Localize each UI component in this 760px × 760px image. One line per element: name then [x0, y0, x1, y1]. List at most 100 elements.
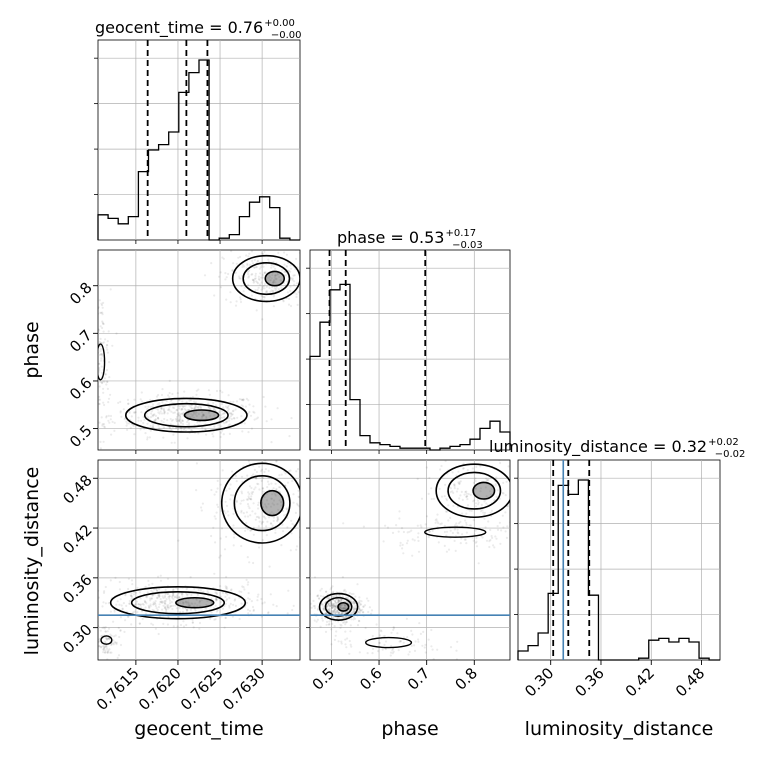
- sample-point: [225, 489, 228, 492]
- sample-point: [341, 576, 344, 579]
- sample-point: [467, 492, 470, 496]
- sample-point: [130, 597, 133, 601]
- sample-point: [408, 530, 411, 533]
- sample-point: [113, 635, 116, 638]
- sample-point: [445, 530, 449, 533]
- sample-point: [163, 596, 167, 599]
- sample-point: [248, 485, 252, 488]
- sample-point: [133, 398, 136, 401]
- sample-point: [323, 612, 326, 615]
- sample-point: [98, 640, 100, 644]
- sample-point: [154, 418, 157, 421]
- sample-point: [281, 530, 285, 533]
- sample-point: [264, 291, 268, 294]
- sample-point: [257, 503, 260, 507]
- sample-point: [253, 280, 256, 283]
- sample-point: [149, 429, 152, 432]
- sample-point: [89, 374, 91, 376]
- sample-point: [328, 620, 331, 623]
- sample-point: [165, 598, 168, 601]
- sample-point: [455, 658, 458, 660]
- sample-point: [100, 353, 104, 356]
- sample-point: [257, 275, 260, 278]
- sample-point: [276, 516, 279, 519]
- sample-point: [337, 611, 340, 614]
- sample-point: [242, 511, 245, 515]
- sample-point: [210, 262, 213, 265]
- sample-point: [458, 482, 461, 485]
- sample-point: [112, 639, 115, 642]
- sample-point: [248, 561, 251, 564]
- sample-point: [272, 265, 275, 268]
- sample-point: [185, 414, 188, 417]
- sample-point: [105, 383, 108, 386]
- sample-point: [214, 618, 217, 621]
- sample-point: [352, 610, 355, 613]
- sample-point: [354, 595, 357, 598]
- sample-point: [358, 611, 361, 614]
- sample-point: [188, 427, 191, 430]
- sample-point: [268, 275, 272, 278]
- sample-point: [177, 412, 180, 415]
- sample-point: [317, 594, 320, 597]
- sample-point: [405, 617, 408, 620]
- sample-point: [384, 640, 388, 643]
- sample-point: [439, 523, 442, 526]
- sample-point: [77, 404, 79, 406]
- sample-point: [339, 599, 343, 602]
- sample-point: [220, 527, 224, 530]
- sample-point: [399, 544, 402, 547]
- sample-point: [270, 264, 273, 267]
- sample-point: [224, 602, 227, 605]
- sample-point: [99, 325, 102, 328]
- sample-point: [283, 263, 286, 266]
- sample-point: [401, 543, 404, 547]
- sample-point: [336, 609, 339, 612]
- sample-point: [223, 510, 226, 513]
- sample-point: [353, 608, 356, 611]
- sample-point: [327, 512, 329, 514]
- sample-point: [106, 380, 109, 383]
- sample-point: [181, 420, 184, 423]
- sample-point: [287, 589, 290, 592]
- sample-point: [225, 298, 228, 301]
- sample-point: [189, 608, 192, 612]
- sample-point: [88, 358, 90, 360]
- sample-point: [312, 605, 315, 608]
- sample-point: [305, 508, 307, 510]
- sample-point: [349, 612, 353, 615]
- sample-point: [274, 267, 277, 270]
- sample-point: [240, 511, 243, 514]
- sample-point: [353, 600, 356, 603]
- sample-point: [181, 593, 184, 596]
- sample-point: [469, 524, 472, 527]
- sample-point: [113, 429, 116, 432]
- sample-point: [282, 300, 285, 303]
- sample-point: [95, 403, 97, 405]
- sample-point: [103, 380, 106, 383]
- sample-point: [262, 490, 265, 493]
- sample-point: [101, 423, 104, 426]
- sample-point: [130, 596, 134, 599]
- sample-point: [159, 574, 162, 577]
- sample-point: [505, 536, 508, 540]
- sample-point: [137, 419, 140, 422]
- sample-point: [185, 623, 188, 627]
- sample-point: [95, 401, 97, 403]
- sample-point: [365, 597, 369, 600]
- sample-point: [111, 420, 114, 423]
- sample-point: [352, 600, 355, 603]
- sample-point: [164, 602, 167, 605]
- sample-point: [263, 470, 266, 473]
- sample-point: [228, 423, 231, 426]
- sample-point: [104, 626, 107, 629]
- sample-point: [273, 287, 276, 290]
- sample-point: [154, 601, 157, 605]
- sample-point: [341, 617, 344, 620]
- contour-middle: [324, 596, 353, 617]
- sample-point: [443, 544, 446, 548]
- sample-point: [329, 588, 332, 591]
- sample-point: [164, 606, 167, 609]
- sample-point: [223, 548, 227, 551]
- sample-point: [382, 540, 385, 543]
